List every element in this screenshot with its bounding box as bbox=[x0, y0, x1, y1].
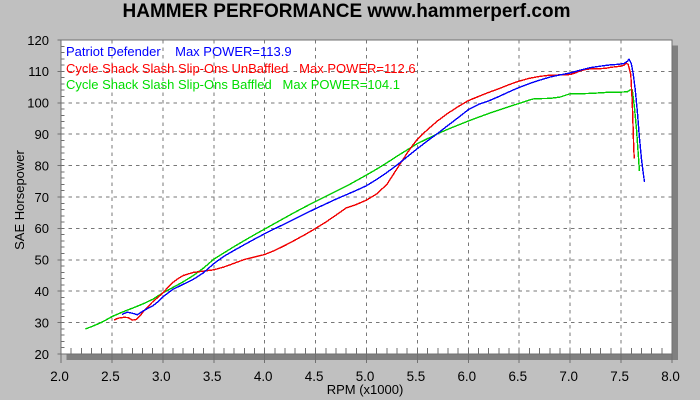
svg-text:Patriot Defender Max POWER=: Patriot Defender Max POWER=113.9 bbox=[66, 44, 292, 59]
svg-text:6.0: 6.0 bbox=[457, 369, 476, 384]
svg-text:80: 80 bbox=[35, 158, 49, 173]
svg-text:5.5: 5.5 bbox=[407, 369, 426, 384]
svg-text:3.5: 3.5 bbox=[203, 369, 222, 384]
svg-text:HAMMER PERFORMANCE www.hammerp: HAMMER PERFORMANCE www.hammerperf.com bbox=[123, 1, 571, 22]
svg-text:4.5: 4.5 bbox=[305, 369, 324, 384]
svg-text:20: 20 bbox=[35, 347, 49, 362]
svg-text:100: 100 bbox=[27, 96, 49, 111]
svg-text:4.0: 4.0 bbox=[254, 369, 273, 384]
svg-text:120: 120 bbox=[27, 33, 49, 48]
svg-text:6.5: 6.5 bbox=[508, 369, 527, 384]
svg-text:7.0: 7.0 bbox=[559, 369, 578, 384]
svg-text:90: 90 bbox=[35, 127, 49, 142]
svg-text:Cycle Shack Slash Slip-Ons Baf: Cycle Shack Slash Slip-Ons Baffled Max P… bbox=[66, 77, 400, 92]
svg-text:SAE Horsepower: SAE Horsepower bbox=[12, 149, 27, 249]
svg-text:40: 40 bbox=[35, 284, 49, 299]
svg-text:30: 30 bbox=[35, 315, 49, 330]
svg-text:RPM (x1000): RPM (x1000) bbox=[327, 382, 404, 397]
svg-text:2.0: 2.0 bbox=[50, 369, 69, 384]
svg-text:8.0: 8.0 bbox=[661, 369, 680, 384]
svg-text:7.5: 7.5 bbox=[610, 369, 629, 384]
svg-text:70: 70 bbox=[35, 190, 49, 205]
svg-text:2.5: 2.5 bbox=[101, 369, 120, 384]
svg-text:110: 110 bbox=[28, 64, 49, 79]
svg-text:3.0: 3.0 bbox=[152, 369, 171, 384]
svg-text:60: 60 bbox=[35, 221, 49, 236]
svg-text:50: 50 bbox=[35, 253, 49, 268]
svg-text:Cycle Shack Slash Slip-Ons UnB: Cycle Shack Slash Slip-Ons UnBaffled Max… bbox=[66, 61, 416, 76]
svg-text:5.0: 5.0 bbox=[356, 369, 375, 384]
